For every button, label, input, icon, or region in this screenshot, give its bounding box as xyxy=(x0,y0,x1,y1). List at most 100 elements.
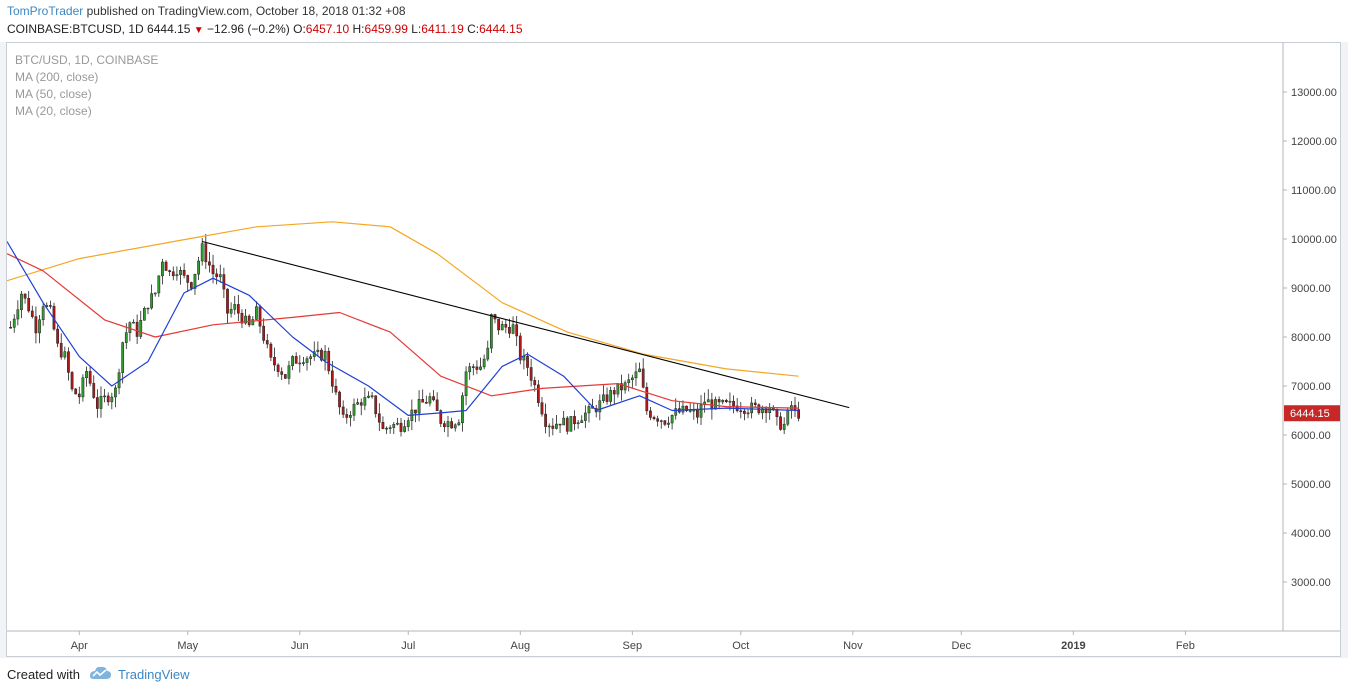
candle-body xyxy=(197,260,200,275)
legend-ma200[interactable]: MA (200, close) xyxy=(15,70,99,84)
candle-body xyxy=(609,390,613,402)
y-tick-label: 9000.00 xyxy=(1291,283,1331,295)
candle-body xyxy=(696,409,699,418)
candle-body xyxy=(746,412,750,415)
candle-body xyxy=(504,324,508,328)
candle-body xyxy=(526,356,529,368)
candle-body xyxy=(294,356,298,364)
candle-body xyxy=(482,358,486,368)
candle-body xyxy=(724,400,728,403)
candle-body xyxy=(49,305,52,307)
legend-ma50[interactable]: MA (50, close) xyxy=(15,87,92,101)
candle-body xyxy=(511,324,515,334)
candle-body xyxy=(732,400,735,407)
candle-body xyxy=(182,270,186,276)
candle-body xyxy=(616,383,620,395)
y-tick-label: 6000.00 xyxy=(1291,430,1331,442)
candle-body xyxy=(573,416,576,425)
candle-body xyxy=(99,396,103,409)
candle-body xyxy=(392,424,396,428)
candle-body xyxy=(782,423,786,430)
candle-body xyxy=(171,271,175,277)
x-tick-label: Apr xyxy=(71,640,88,652)
last-price-label: 6444.15 xyxy=(1290,408,1330,420)
candle-body xyxy=(692,409,696,412)
candle-body xyxy=(471,366,475,368)
candle-body xyxy=(12,318,16,328)
candle-body xyxy=(323,351,327,361)
tradingview-logo-icon[interactable] xyxy=(87,664,113,682)
candle-body xyxy=(179,270,182,275)
candle-body xyxy=(414,409,417,414)
last-price: 6444.15 xyxy=(147,22,191,36)
y-tick-label: 10000.00 xyxy=(1291,234,1337,246)
candle-body xyxy=(95,397,99,409)
candle-body xyxy=(663,420,667,425)
candle-body xyxy=(81,377,85,398)
x-tick-label: Aug xyxy=(511,640,531,652)
y-tick-label: 11000.00 xyxy=(1291,185,1336,197)
candle-body xyxy=(558,423,562,426)
candle-body xyxy=(77,393,81,398)
candle-body xyxy=(627,379,631,383)
price-chart[interactable]: 13000.00 12000.00 11000.00 10000.00 9000.00 8… xyxy=(7,43,1340,656)
candle-body xyxy=(352,403,356,416)
candle-body xyxy=(146,307,150,310)
legend-ma20[interactable]: MA (20, close) xyxy=(15,104,92,118)
candle-body xyxy=(16,309,20,320)
candle-body xyxy=(330,370,334,387)
candle-body xyxy=(385,427,388,430)
down-arrow-icon: ▼ xyxy=(193,25,204,36)
candle-body xyxy=(417,399,421,414)
candle-body xyxy=(363,397,367,406)
y-tick-label: 5000.00 xyxy=(1291,479,1331,491)
candle-body xyxy=(345,414,349,418)
chart-panel[interactable]: 13000.00 12000.00 11000.00 10000.00 9000.00 8… xyxy=(6,42,1341,657)
candle-body xyxy=(674,408,678,416)
candle-body xyxy=(255,306,258,320)
candle-body xyxy=(786,409,790,425)
y-tick-label: 3000.00 xyxy=(1291,577,1331,589)
candle-body xyxy=(587,406,591,414)
candle-body xyxy=(533,380,537,386)
candle-body xyxy=(685,405,688,411)
candle-body xyxy=(204,243,208,263)
candle-body xyxy=(753,402,757,405)
tradingview-brand-link[interactable]: TradingView xyxy=(118,667,190,682)
price-change: −12.96 (−0.2%) xyxy=(207,22,290,36)
trendline xyxy=(202,240,850,409)
candle-body xyxy=(490,314,493,349)
candle-body xyxy=(59,343,63,358)
candle-body xyxy=(544,413,547,427)
candle-body xyxy=(598,400,602,413)
open-label: O: xyxy=(293,22,306,36)
candle-body xyxy=(641,368,645,388)
candle-body xyxy=(85,371,88,379)
header-bar: TomProTrader published on TradingView.co… xyxy=(0,0,1348,42)
candle-body xyxy=(439,410,443,424)
candle-body xyxy=(565,417,569,432)
candle-body xyxy=(67,351,70,373)
chart-legend: BTC/USD, 1D, COINBASE MA (200, close) MA… xyxy=(15,52,158,120)
candle-body xyxy=(529,367,533,381)
candle-body xyxy=(135,321,139,337)
candle-body xyxy=(229,309,233,314)
candle-body xyxy=(63,351,67,358)
publication-line: TomProTrader published on TradingView.co… xyxy=(7,4,406,18)
candle-body xyxy=(374,395,378,415)
candle-body xyxy=(273,357,276,366)
candle-body xyxy=(186,275,190,283)
candle-body xyxy=(215,273,219,278)
candle-body xyxy=(630,377,634,380)
candle-body xyxy=(124,332,128,343)
candle-body xyxy=(367,395,370,398)
symbol-label: COINBASE:BTCUSD, 1D xyxy=(7,22,144,36)
candle-body xyxy=(446,421,450,428)
y-tick-label: 7000.00 xyxy=(1291,381,1331,393)
x-tick-label: Dec xyxy=(952,640,972,652)
candle-body xyxy=(74,388,78,395)
published-text: published on TradingView.com, October 18… xyxy=(86,4,406,18)
candle-body xyxy=(175,274,179,277)
author-link[interactable]: TomProTrader xyxy=(7,4,84,18)
candle-body xyxy=(403,426,406,432)
